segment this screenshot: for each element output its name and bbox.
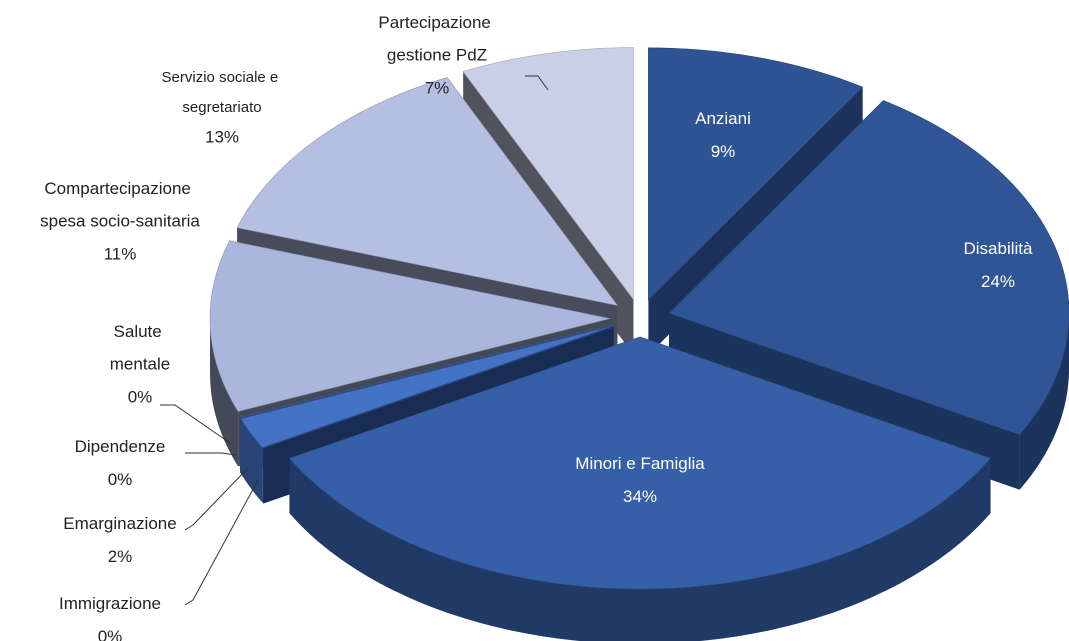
leader-line bbox=[185, 452, 237, 456]
leader-line bbox=[525, 75, 549, 91]
leader-line bbox=[184, 479, 259, 606]
slice-label: Salute mentale bbox=[110, 322, 170, 374]
leader-line bbox=[184, 467, 249, 531]
slice-top bbox=[288, 336, 992, 590]
slice-top bbox=[236, 77, 619, 306]
value-label: 0% bbox=[128, 387, 153, 406]
slice-label: Partecipazione gestione PdZ bbox=[378, 13, 495, 65]
slice-wall bbox=[1019, 317, 1069, 490]
value-label: 13% bbox=[205, 127, 239, 146]
slice-label: Emarginazione bbox=[63, 514, 176, 533]
slice-top bbox=[240, 324, 613, 419]
slice-label: Servizio sociale e segretariato bbox=[162, 69, 283, 116]
slice-top bbox=[209, 240, 611, 412]
value-label: 24% bbox=[981, 272, 1015, 291]
slice-top bbox=[263, 326, 614, 449]
value-label: 2% bbox=[108, 547, 133, 566]
leader-line bbox=[160, 404, 231, 444]
value-label: 34% bbox=[623, 487, 657, 506]
slice-wall bbox=[289, 458, 991, 641]
value-label: 9% bbox=[711, 142, 736, 161]
slice-label: Minori e Famiglia bbox=[575, 454, 705, 473]
slice-label: Compartecipazione spesa socio-sanitaria bbox=[40, 179, 200, 231]
value-label: 7% bbox=[425, 78, 450, 97]
value-label: 0% bbox=[98, 627, 123, 641]
slice-wall bbox=[210, 318, 239, 467]
slice-top bbox=[462, 47, 634, 301]
value-label: 0% bbox=[108, 470, 133, 489]
slice-top bbox=[648, 47, 864, 301]
value-label: 11% bbox=[104, 244, 137, 263]
slice-label: Anziani bbox=[695, 109, 751, 128]
slice-top bbox=[240, 325, 613, 448]
slice bbox=[288, 336, 992, 641]
slice-label: Dipendenze bbox=[75, 437, 166, 456]
slice-label: Disabilità bbox=[964, 239, 1034, 258]
slice-label: Immigrazione bbox=[59, 594, 161, 613]
slice-top bbox=[668, 100, 1069, 436]
